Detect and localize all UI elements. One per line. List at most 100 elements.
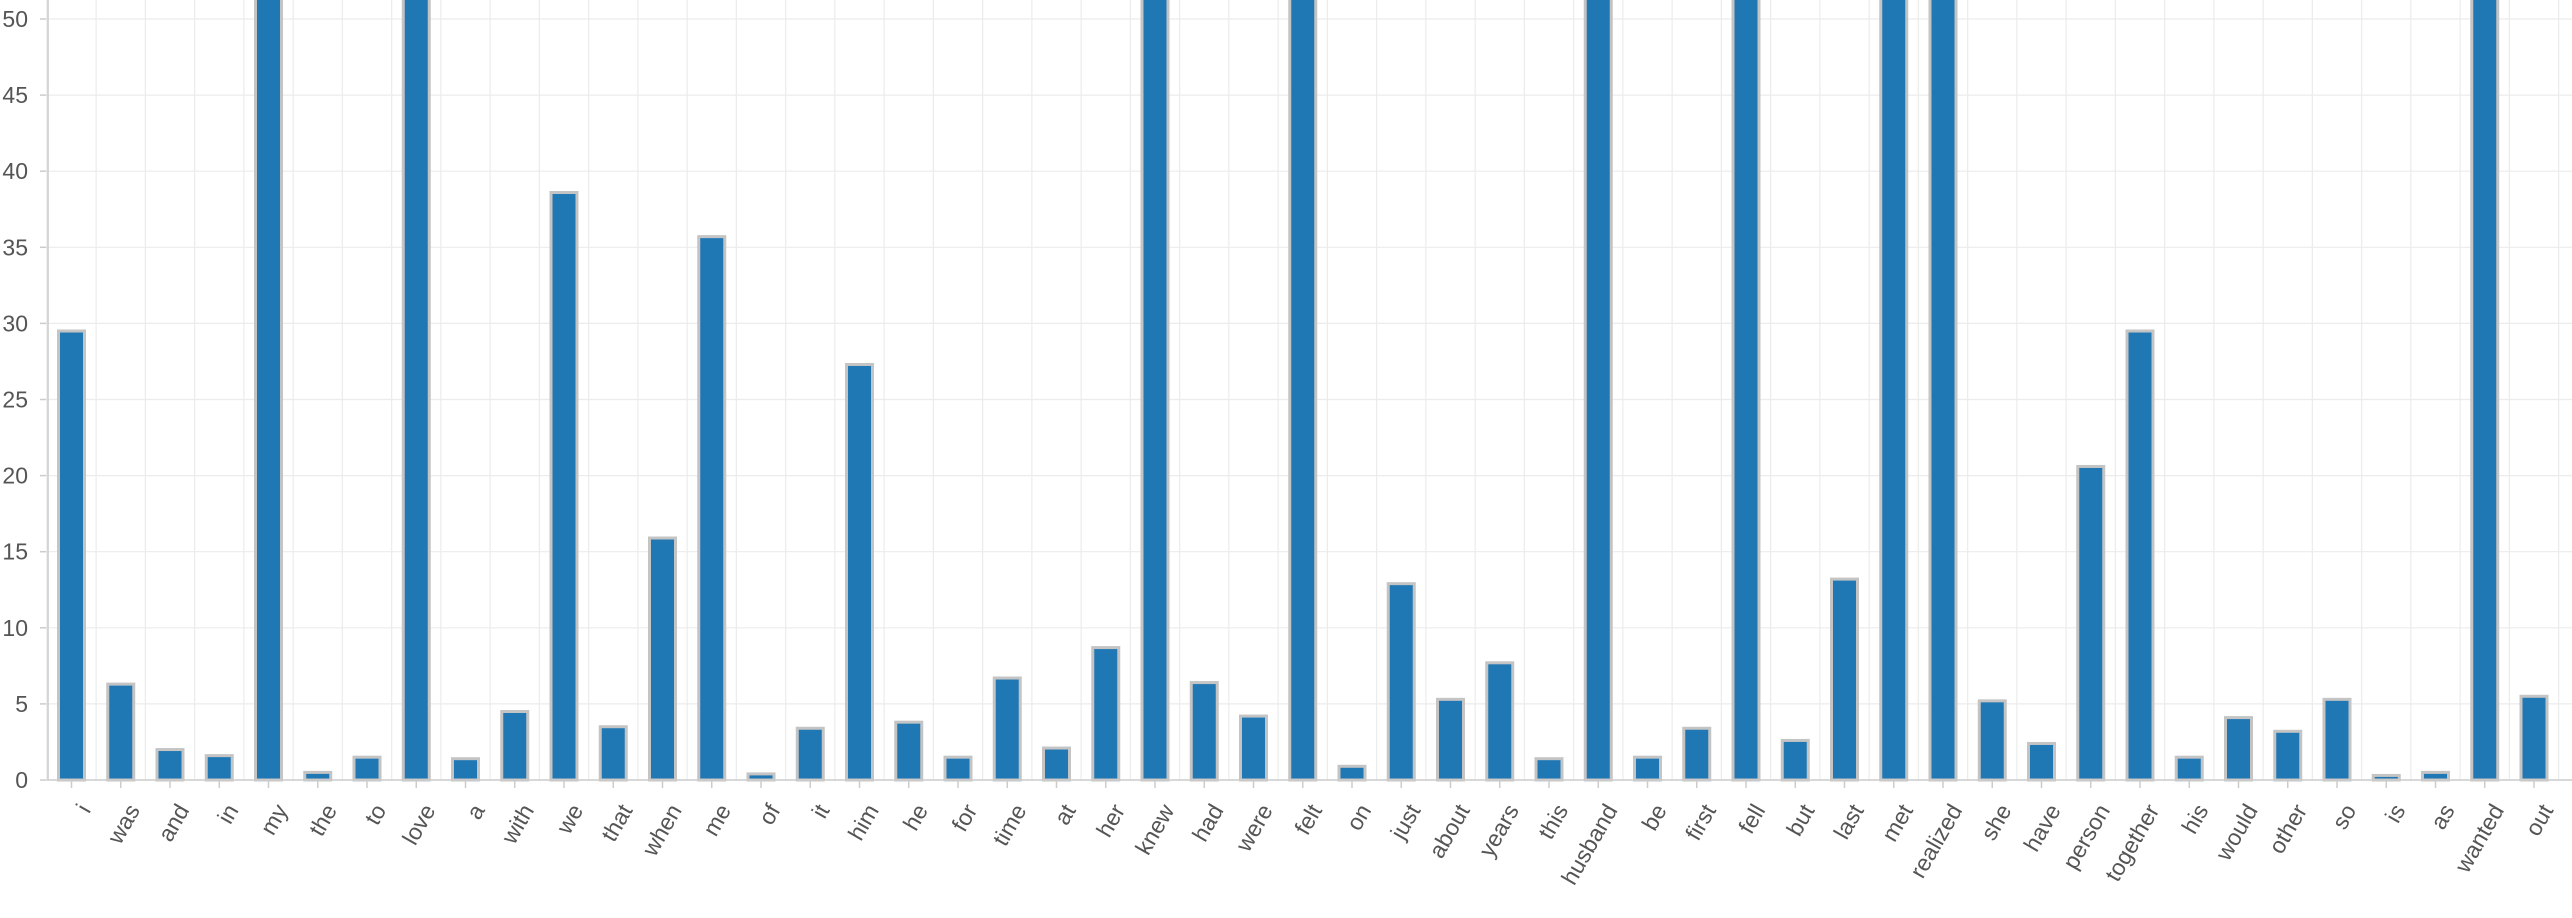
x-tick-label: on [1341,800,1376,835]
bar-in [204,754,234,782]
x-tick-label: were [1230,800,1278,857]
y-tick-label: 45 [2,82,28,108]
bar-her [1091,646,1121,782]
x-tick-label: she [1975,800,2016,845]
x-tick-label: years [1473,800,1524,862]
bar-and [155,748,185,782]
x-tick-label: in [212,800,243,829]
y-tick-label: 20 [2,463,28,489]
y-tick-label: 0 [15,767,28,793]
x-tick-label: have [2018,800,2065,856]
x-tick-label: but [1781,799,1820,840]
x-tick-label: knew [1130,799,1180,859]
x-tick-label: just [1385,799,1426,844]
bar-last [1830,577,1859,782]
bar-she [1977,699,2007,782]
bar-on [1337,764,1367,782]
x-tick-label: we [551,800,589,839]
bar-his [2174,755,2204,782]
bar-would [2224,716,2253,782]
x-tick-label: is [2380,800,2411,827]
bar-but [1780,738,1810,782]
x-tick-label: fell [1733,800,1770,838]
bar-for [943,755,973,782]
x-tick-label: this [1533,800,1573,844]
bar-me [697,235,727,782]
y-tick-label: 15 [2,539,28,565]
x-tick-label: be [1636,800,1671,835]
y-tick-label: 40 [2,158,28,184]
x-tick-label: as [2425,800,2460,834]
x-tick-label: he [898,800,933,835]
bar-felt [1288,0,1318,782]
x-tick-label: wanted [2449,800,2509,878]
x-tick-label: of [753,799,785,829]
x-tick-label: the [304,800,343,841]
bar-him [845,362,874,782]
x-tick-label: love [397,800,441,850]
y-tick-label: 30 [2,310,28,336]
x-tick-label: him [843,800,884,845]
bar-other [2273,729,2303,782]
x-tick-labels: i was and in my the to love a with we that when me of i… [71,799,2559,889]
bar-about [1436,697,1465,782]
x-tick-label: about [1423,799,1475,862]
bar-a [451,757,480,782]
y-tick-label: 50 [2,6,28,32]
bar-that [598,725,628,782]
x-tick-label: a [461,799,490,823]
bar-were [1239,714,1268,782]
bar-have [2027,741,2056,782]
bar-at [1042,746,1071,782]
x-tick-label: time [987,800,1031,851]
y-tick-label: 35 [2,234,28,260]
bar-husband [1583,0,1613,782]
bars [57,0,2549,782]
bar-as [2421,770,2450,782]
bar-realized [1928,0,1958,782]
bar-so [2322,697,2352,782]
x-tick-label: would [2210,800,2263,866]
x-tick-label: met [1876,799,1918,846]
bar-to [352,755,382,782]
bar-met [1879,0,1909,782]
x-tick-label: was [102,800,145,849]
bar-the [303,770,333,782]
y-tick-label: 5 [15,691,28,717]
x-tick-label: i [71,800,96,817]
bar-just [1386,582,1416,782]
bar-i [57,329,86,782]
bar-person [2076,464,2106,782]
bar-years [1485,661,1515,782]
x-tick-label: out [2520,799,2559,840]
axes [47,0,2572,788]
bar-this [1534,757,1564,782]
x-tick-label: last [1828,799,1869,844]
x-tick-label: her [1091,799,1130,841]
x-tick-label: my [255,799,293,839]
x-tick-label: with [496,800,539,849]
y-tick-label: 25 [2,387,28,413]
bar-fell [1731,0,1761,782]
x-tick-label: it [806,799,835,822]
x-tick-label: for [946,799,982,836]
bar-when [648,536,677,782]
bar-wanted [2470,0,2500,782]
x-tick-label: me [698,800,736,841]
bar-had [1189,681,1219,782]
bar-time [992,676,1022,782]
x-tick-label: felt [1289,799,1327,839]
bar-out [2519,694,2549,782]
x-tick-label: at [1049,799,1081,829]
bar-my [254,0,283,782]
y-tick-label: 10 [2,615,28,641]
x-tick-label: his [2176,800,2213,838]
bar-it [795,726,825,782]
x-tick-label: and [153,800,195,846]
x-tick-label: so [2327,800,2362,834]
bar-was [106,682,136,782]
bar-of [746,772,776,782]
bar-we [549,191,579,782]
bar-love [401,0,431,782]
bar-together [2125,329,2155,782]
